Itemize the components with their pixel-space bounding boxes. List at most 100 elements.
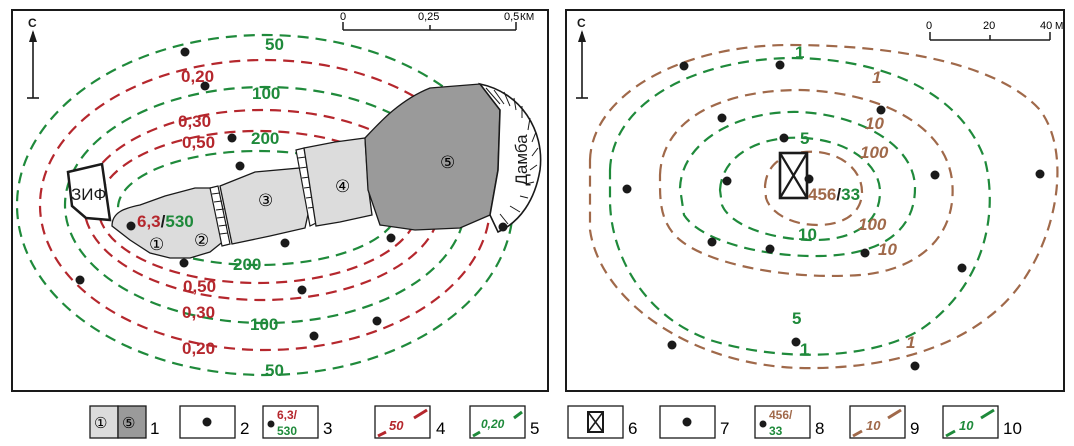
right-label-brown: 100 <box>860 143 889 162</box>
legend-item-1: ① ⑤ 1 <box>89 405 159 439</box>
left-label-red: 0,30 <box>182 303 215 322</box>
legend-item-4: 50 4 <box>374 405 445 439</box>
right-contour-green-1 <box>608 56 991 356</box>
section-label-4: ④ <box>335 177 350 196</box>
legend-item-5: 0,20 5 <box>469 405 539 439</box>
right-north-arrow: С <box>576 16 588 99</box>
right-sample-point <box>667 340 677 350</box>
left-label-red: 0,50 <box>183 277 216 296</box>
section-label-5: ⑤ <box>440 153 455 172</box>
right-map: С 0 20 40 М <box>565 9 1065 392</box>
right-label-brown: 100 <box>858 215 887 234</box>
right-sample-point <box>722 176 732 186</box>
left-scale-tick-1: 0,25 <box>418 11 439 23</box>
left-scale-tick-0: 0 <box>340 11 346 23</box>
left-scale-tick-2: 0,5 <box>504 11 519 23</box>
left-label-green: 100 <box>252 84 280 103</box>
left-sample-point <box>179 258 189 268</box>
right-sample-point <box>930 170 940 180</box>
left-source-point <box>126 221 136 231</box>
left-north-label: С <box>28 16 37 30</box>
left-sample-point <box>180 47 190 57</box>
left-label-green: 100 <box>250 315 278 334</box>
right-north-label: С <box>577 16 586 30</box>
right-contour-brown-10 <box>658 88 954 278</box>
right-sample-point <box>957 263 967 273</box>
right-label-green: 5 <box>792 309 801 328</box>
legend: ① ⑤ 1 2 6,3/ 530 3 50 4 <box>89 405 1022 439</box>
left-sample-point <box>297 285 307 295</box>
section-label-1: ① <box>149 235 164 254</box>
right-label-green: 1 <box>795 43 804 62</box>
legend-7-number: 7 <box>720 419 729 438</box>
legend-3-top: 6,3/ <box>277 408 298 422</box>
left-north-arrow: С <box>27 16 39 99</box>
right-sample-point <box>910 361 920 371</box>
left-label-green: 200 <box>233 255 261 274</box>
right-label-brown: 10 <box>878 240 897 259</box>
right-sample-points <box>622 60 1045 371</box>
left-label-green: 50 <box>265 35 284 54</box>
left-sample-point <box>227 133 237 143</box>
legend-9-sample: 10 <box>866 418 881 433</box>
right-label-green: 10 <box>798 225 817 244</box>
left-scale-unit: КМ <box>520 12 534 23</box>
right-source-point <box>804 174 814 184</box>
legend-4-sample: 50 <box>389 418 404 433</box>
legend-8-number: 8 <box>815 419 824 438</box>
right-label-brown: 10 <box>865 114 884 133</box>
right-contour-green-10 <box>718 136 882 242</box>
right-scale-tick-0: 0 <box>926 20 932 32</box>
right-sample-point <box>1035 169 1045 179</box>
right-map-frame <box>565 9 1065 392</box>
left-scale-bar: 0 0,25 0,5 КМ <box>340 11 534 31</box>
right-source-marker <box>778 151 809 200</box>
right-scale-tick-1: 20 <box>983 20 995 32</box>
legend-3-bottom: 530 <box>277 424 297 438</box>
right-sample-point <box>791 337 801 347</box>
left-sample-point <box>309 331 319 341</box>
left-source-label: 6,3/530 <box>137 212 194 231</box>
tailing-section-1-2 <box>111 187 226 259</box>
right-sample-point <box>779 133 789 143</box>
left-sample-point <box>75 275 85 285</box>
left-contour-labels: 50 0,20 100 0,30 0,50 200 200 0,50 0,30 … <box>178 35 284 380</box>
left-sample-point <box>372 316 382 326</box>
left-sample-point <box>235 161 245 171</box>
legend-8-top: 456/ <box>769 408 793 422</box>
section-label-3: ③ <box>258 191 273 210</box>
right-label-green: 5 <box>800 129 809 148</box>
left-label-red: 0,30 <box>178 112 211 131</box>
left-sample-point <box>280 238 290 248</box>
legend-10-number: 10 <box>1003 419 1022 438</box>
left-map: С 0 0,25 0,5 КМ ЗИФ <box>11 9 549 392</box>
left-label-red: 0,20 <box>181 67 214 86</box>
right-scale-tick-2: 40 <box>1040 20 1052 32</box>
right-label-brown: 1 <box>906 333 915 352</box>
section-label-2: ② <box>194 231 209 250</box>
right-contours <box>588 43 1059 370</box>
right-sample-point <box>717 113 727 123</box>
legend-1-sample-a: ① <box>94 415 107 432</box>
tailings: Дамба ① ② ③ ④ ⑤ <box>111 82 542 259</box>
left-label-green: 200 <box>251 129 279 148</box>
right-contour-brown-100 <box>763 150 864 227</box>
right-contour-brown-1 <box>588 43 1059 370</box>
left-sample-point <box>386 233 396 243</box>
legend-item-9: 10 9 <box>849 405 919 439</box>
tailing-section-3 <box>219 167 311 245</box>
legend-3-number: 3 <box>323 419 332 438</box>
right-sample-point <box>876 105 886 115</box>
tailing-section-4 <box>303 137 373 227</box>
legend-1-number: 1 <box>150 419 159 438</box>
left-sample-points <box>75 47 508 341</box>
legend-item-8: 456/ 33 8 <box>754 405 824 439</box>
legend-5-number: 5 <box>530 419 539 438</box>
right-sample-point <box>775 60 785 70</box>
zif-label: ЗИФ <box>71 185 106 204</box>
legend-4-number: 4 <box>436 419 445 438</box>
legend-item-3: 6,3/ 530 3 <box>262 405 332 439</box>
left-sample-point <box>498 222 508 232</box>
right-label-brown: 1 <box>872 68 881 87</box>
legend-item-10: 10 10 <box>942 405 1022 439</box>
